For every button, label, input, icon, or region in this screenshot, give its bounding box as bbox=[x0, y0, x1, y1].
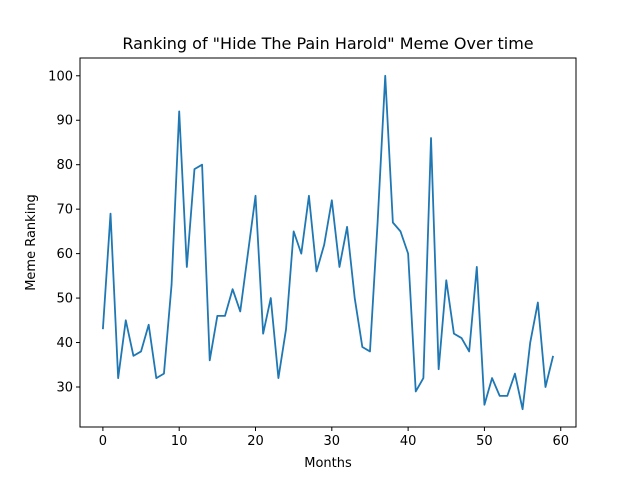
x-tick-label: 10 bbox=[171, 434, 188, 449]
y-axis-label: Meme Ranking bbox=[24, 194, 39, 291]
y-tick-label: 50 bbox=[56, 292, 73, 307]
x-axis-label: Months bbox=[304, 456, 352, 471]
y-tick-label: 30 bbox=[56, 380, 73, 395]
y-tick-label: 70 bbox=[56, 203, 73, 218]
y-tick-label: 100 bbox=[48, 69, 73, 84]
x-tick-label: 50 bbox=[476, 434, 493, 449]
y-axis: 30 40 50 60 70 80 90 100 bbox=[48, 69, 80, 395]
chart-title: Ranking of "Hide The Pain Harold" Meme O… bbox=[122, 34, 533, 53]
plot-frame bbox=[79, 57, 577, 428]
y-tick-label: 80 bbox=[56, 158, 73, 173]
x-tick-label: 30 bbox=[324, 434, 341, 449]
x-tick-label: 60 bbox=[552, 434, 569, 449]
y-tick-label: 90 bbox=[56, 114, 73, 129]
y-tick-label: 60 bbox=[56, 247, 73, 262]
x-tick-label: 40 bbox=[400, 434, 417, 449]
x-tick-label: 20 bbox=[247, 434, 264, 449]
y-tick-label: 40 bbox=[56, 336, 73, 351]
x-axis: 0 10 20 30 40 50 60 bbox=[99, 427, 569, 449]
plot-area bbox=[101, 74, 554, 411]
series-line-0 bbox=[101, 74, 554, 411]
x-tick-label: 0 bbox=[99, 434, 107, 449]
